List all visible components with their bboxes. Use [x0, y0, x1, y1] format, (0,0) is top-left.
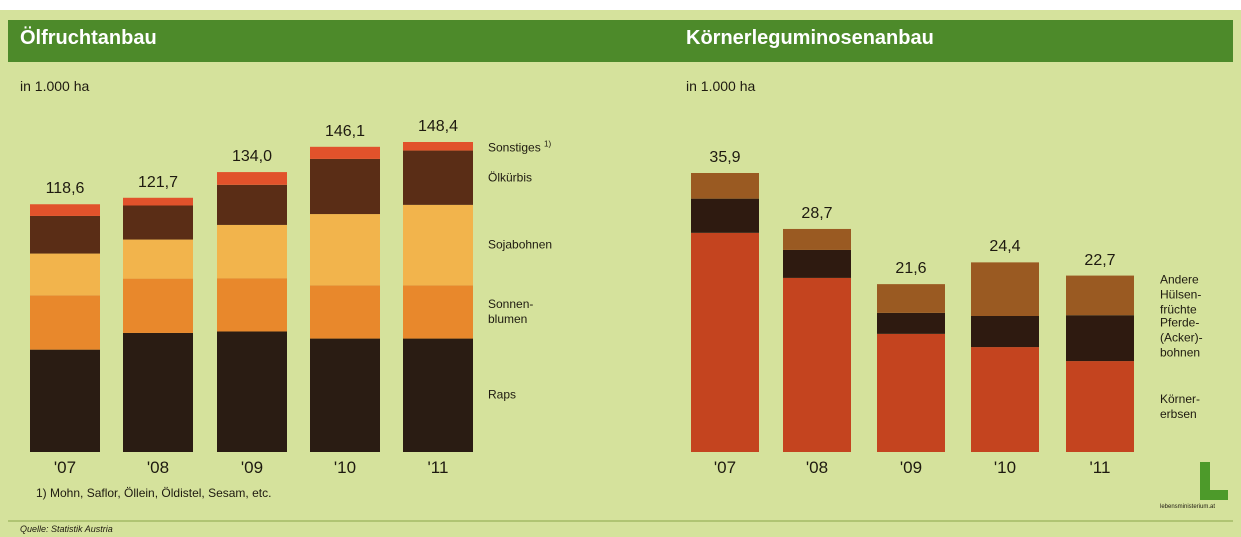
- bar-segment: [310, 158, 380, 215]
- bar-segment: [123, 205, 193, 240]
- legend-label: Körner- erbsen: [1160, 391, 1201, 421]
- bar-segment: [691, 198, 759, 233]
- bar-segment: [971, 315, 1039, 348]
- x-tick-label: '11: [427, 458, 449, 477]
- source: Quelle: Statistik Austria: [20, 524, 113, 534]
- bar-segment: [1066, 361, 1134, 452]
- legend-label: Raps: [488, 387, 517, 402]
- bar-segment: [691, 232, 759, 452]
- footnote: 1) Mohn, Saflor, Öllein, Öldistel, Sesam…: [36, 486, 272, 500]
- legend-label: Sonnen- blumen: [488, 296, 534, 326]
- legend-label: Ölkürbis: [488, 170, 533, 185]
- logo-mark: [1200, 490, 1228, 500]
- chart-title: Ölfruchtanbau: [20, 27, 157, 49]
- x-tick-label: '08: [146, 458, 170, 477]
- bar-segment: [403, 150, 473, 205]
- legend-label: Sojabohnen: [488, 237, 553, 252]
- total-label: 118,6: [45, 180, 85, 198]
- bar-segment: [1066, 315, 1134, 362]
- legend-label: Andere Hülsen- früchte: [1160, 272, 1202, 317]
- legend-label: Pferde- (Acker)- bohnen: [1160, 315, 1203, 360]
- x-tick-label: '07: [713, 458, 737, 477]
- bar-segment: [310, 214, 380, 286]
- legend-label: Sonstiges 1): [488, 139, 552, 155]
- total-label: 35,9: [709, 149, 741, 166]
- bar-segment: [217, 331, 287, 452]
- total-label: 134,0: [231, 148, 273, 166]
- bar-segment: [783, 228, 851, 250]
- legend-note: 1): [544, 139, 552, 149]
- bar-segment: [123, 332, 193, 452]
- chart-title: Körnerleguminosenanbau: [686, 27, 934, 49]
- total-label: 22,7: [1084, 251, 1116, 269]
- bar-segment: [123, 239, 193, 279]
- x-tick-label: '09: [899, 458, 923, 477]
- logo-text: lebensministerium.at: [1160, 504, 1216, 510]
- bar-segment: [310, 338, 380, 452]
- x-tick-label: '09: [240, 458, 264, 477]
- x-tick-label: '07: [53, 458, 77, 477]
- bar-segment: [30, 253, 100, 296]
- bar-segment: [971, 262, 1039, 316]
- bar-segment: [30, 215, 100, 254]
- header-band: [8, 20, 1233, 62]
- bar-segment: [1066, 275, 1134, 316]
- bar-segment: [403, 204, 473, 286]
- total-label: 24,4: [989, 238, 1021, 256]
- total-label: 146,1: [324, 122, 366, 140]
- bar-segment: [217, 278, 287, 332]
- bar-segment: [403, 338, 473, 452]
- bar-segment: [877, 312, 945, 334]
- total-label: 28,7: [801, 204, 833, 222]
- bar-segment: [123, 197, 193, 206]
- unit-label: in 1.000 ha: [686, 78, 756, 94]
- logo-mark: [1200, 462, 1210, 500]
- bar-segment: [403, 285, 473, 339]
- x-tick-label: '11: [1089, 458, 1111, 477]
- bar-segment: [691, 173, 759, 199]
- total-label: 21,6: [895, 260, 927, 278]
- bar-segment: [217, 224, 287, 279]
- bar-segment: [971, 347, 1039, 452]
- x-tick-label: '10: [993, 458, 1017, 477]
- bar-segment: [217, 184, 287, 225]
- x-tick-label: '10: [333, 458, 357, 477]
- x-tick-label: '08: [805, 458, 829, 477]
- bar-segment: [30, 349, 100, 452]
- bar-segment: [403, 142, 473, 151]
- total-label: 148,4: [417, 118, 459, 135]
- bar-segment: [123, 278, 193, 333]
- bar-segment: [217, 172, 287, 185]
- bar-segment: [783, 277, 851, 452]
- total-label: 121,7: [137, 173, 179, 191]
- bar-segment: [310, 285, 380, 339]
- bar-segment: [310, 146, 380, 159]
- bar-segment: [877, 284, 945, 313]
- bar-segment: [30, 204, 100, 216]
- bar-segment: [783, 249, 851, 278]
- bar-segment: [877, 333, 945, 452]
- unit-label: in 1.000 ha: [20, 78, 90, 94]
- bar-segment: [30, 295, 100, 350]
